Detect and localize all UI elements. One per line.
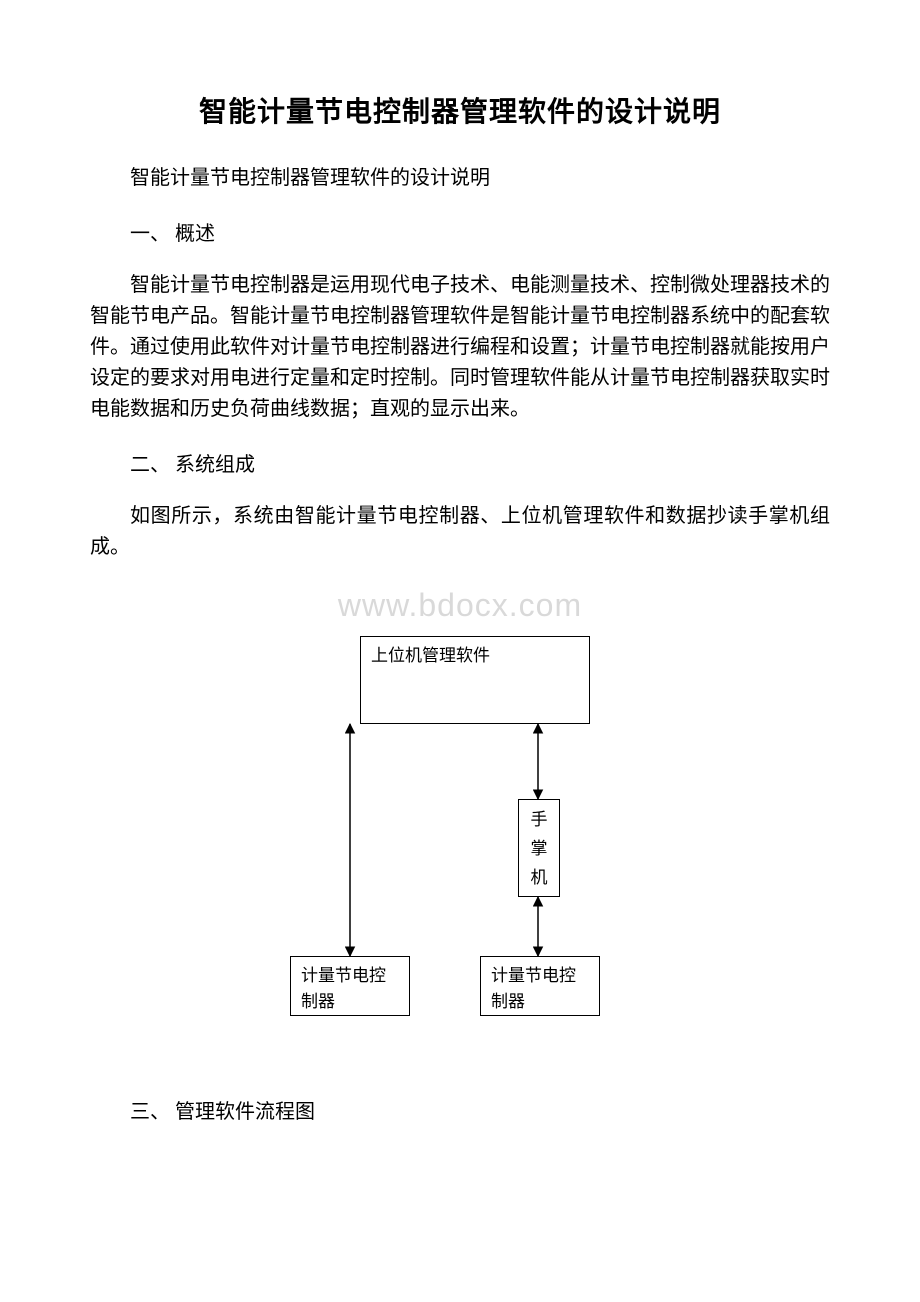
document-subtitle: 智能计量节电控制器管理软件的设计说明: [90, 162, 830, 194]
diagram-node-top: 上位机管理软件: [360, 636, 590, 724]
diagram-node-char: 机: [519, 864, 559, 893]
diagram-node-left: 计量节电控制器: [290, 956, 410, 1016]
diagram-node-char: 手: [519, 806, 559, 835]
paragraph-2: 如图所示，系统由智能计量节电控制器、上位机管理软件和数据抄读手掌机组成。: [90, 501, 830, 563]
section-2-heading: 二、 系统组成: [90, 449, 830, 481]
section-1-heading: 一、 概述: [90, 218, 830, 250]
system-diagram-container: 上位机管理软件手掌机计量节电控制器 计量节电控制器: [90, 636, 830, 1056]
section-3-heading: 三、 管理软件流程图: [90, 1096, 830, 1128]
paragraph-1: 智能计量节电控制器是运用现代电子技术、电能测量技术、控制微处理器技术的智能节电产…: [90, 270, 830, 425]
diagram-node-pda: 手掌机: [518, 799, 560, 897]
diagram-node-char: 掌: [519, 835, 559, 864]
watermark-text: www.bdocx.com: [90, 587, 830, 624]
document-title: 智能计量节电控制器管理软件的设计说明: [90, 90, 830, 130]
system-diagram: 上位机管理软件手掌机计量节电控制器 计量节电控制器: [270, 636, 650, 1056]
diagram-node-right: 计量节电控制器: [480, 956, 600, 1016]
